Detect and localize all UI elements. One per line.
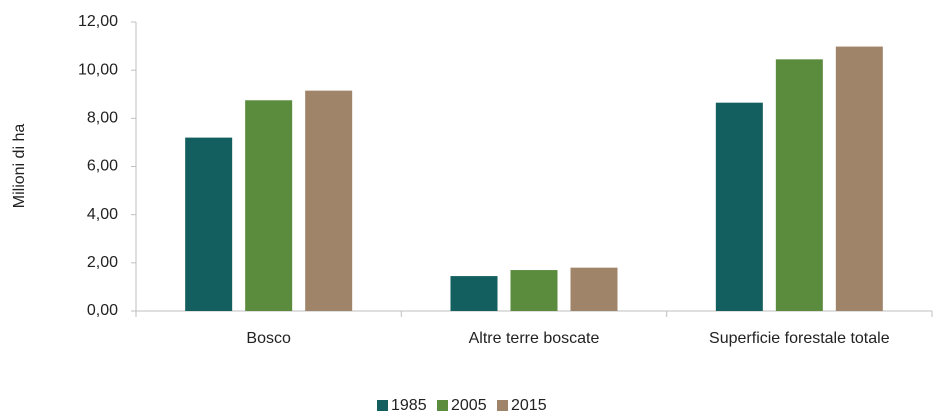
- bar: [245, 100, 293, 311]
- bar: [185, 137, 233, 311]
- bar: [570, 267, 618, 311]
- bar: [510, 270, 558, 311]
- legend-label: 1985: [391, 397, 427, 414]
- y-tick-label: 2,00: [87, 254, 118, 271]
- x-tick-label: Superficie forestale totale: [709, 330, 890, 347]
- y-tick-label: 12,00: [78, 13, 118, 30]
- legend-label: 2005: [451, 397, 487, 414]
- x-tick-label: Altre terre boscate: [469, 330, 600, 347]
- bar: [715, 102, 763, 311]
- y-tick-label: 6,00: [87, 158, 118, 175]
- bar: [835, 46, 883, 311]
- legend-swatch: [437, 400, 448, 411]
- y-axis-label: Milioni di ha: [11, 124, 28, 209]
- legend-swatch: [377, 400, 388, 411]
- x-tick-label: Bosco: [246, 330, 291, 347]
- y-tick-label: 4,00: [87, 206, 118, 223]
- bar: [305, 90, 353, 311]
- y-tick-label: 10,00: [78, 61, 118, 78]
- legend-swatch: [497, 400, 508, 411]
- y-tick-label: 8,00: [87, 110, 118, 127]
- y-tick-label: 0,00: [87, 302, 118, 319]
- legend-label: 2015: [511, 397, 547, 414]
- bar: [450, 276, 498, 311]
- bar: [775, 59, 823, 312]
